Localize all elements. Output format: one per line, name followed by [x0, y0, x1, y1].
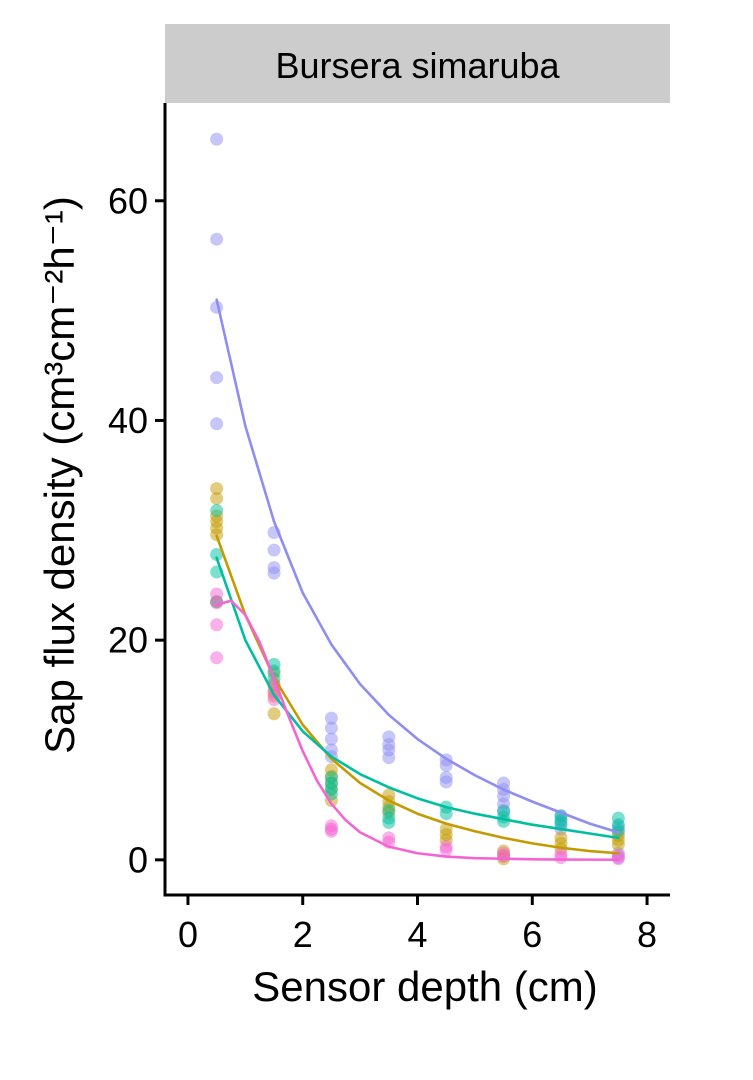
data-point	[210, 232, 224, 246]
data-point	[554, 851, 568, 865]
data-point	[382, 751, 396, 765]
data-point	[324, 732, 338, 746]
y-tick-label: 40	[108, 400, 148, 441]
facet-strip-title: Bursera simaruba	[275, 45, 560, 86]
fit-line	[215, 298, 620, 834]
facet-strip	[165, 24, 670, 103]
data-point	[439, 843, 453, 857]
fit-line	[215, 534, 620, 855]
fit-line	[215, 599, 620, 862]
data-point	[210, 618, 224, 632]
y-tick-label: 20	[108, 620, 148, 661]
data-point	[210, 132, 224, 146]
y-tick-label: 0	[128, 839, 148, 880]
data-point	[267, 566, 281, 580]
data-point	[210, 371, 224, 385]
y-axis-ticks: 0 20 40 60	[108, 180, 165, 880]
x-axis-ticks: 0 2 4 6 8	[178, 895, 657, 955]
data-point	[210, 482, 224, 496]
data-point	[210, 596, 224, 610]
x-tick-label: 0	[178, 914, 198, 955]
x-tick-label: 8	[637, 914, 657, 955]
data-point	[439, 807, 453, 821]
data-point	[267, 707, 281, 721]
data-point	[611, 823, 625, 837]
data-point	[210, 651, 224, 665]
data-point	[324, 711, 338, 725]
x-tick-label: 2	[293, 914, 313, 955]
y-axis-title: Sap flux density (cm³cm⁻²h⁻¹)	[36, 196, 83, 754]
x-tick-label: 6	[522, 914, 542, 955]
data-point	[497, 850, 511, 864]
fit-line	[215, 556, 620, 840]
data-point	[382, 816, 396, 830]
data-point	[324, 824, 338, 838]
data-point	[210, 491, 224, 505]
data-point	[267, 543, 281, 557]
data-point	[210, 547, 224, 561]
data-point	[267, 692, 281, 706]
data-point	[324, 721, 338, 735]
points-layer	[210, 132, 625, 866]
data-point	[439, 775, 453, 789]
fit-lines-layer	[215, 298, 620, 862]
data-point	[210, 417, 224, 431]
data-point	[611, 837, 625, 851]
x-axis-title: Sensor depth (cm)	[252, 963, 597, 1010]
y-tick-label: 60	[108, 180, 148, 221]
data-point	[210, 504, 224, 518]
x-tick-label: 4	[407, 914, 427, 955]
